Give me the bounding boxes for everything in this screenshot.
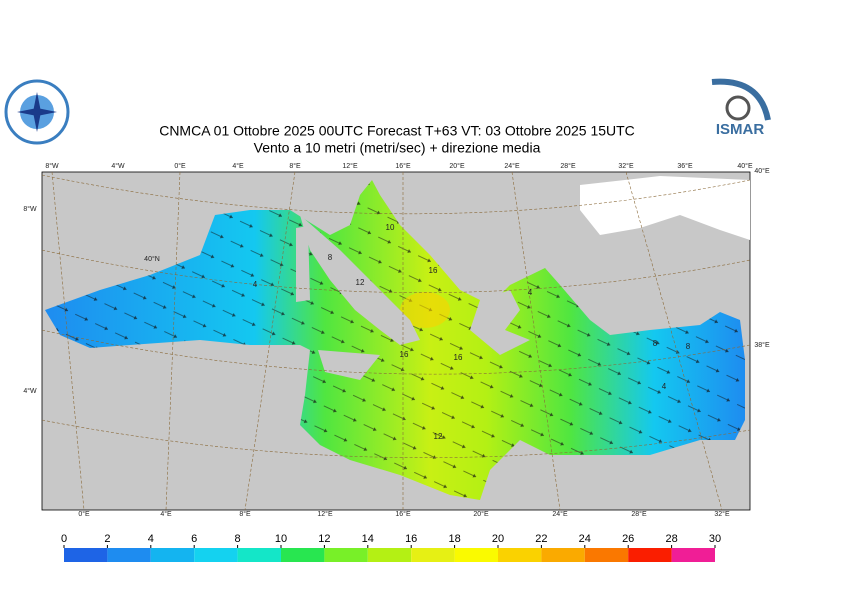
contour-label: 16 xyxy=(429,266,438,275)
colorbar-label: 28 xyxy=(665,533,677,545)
colorbar-segment xyxy=(150,548,195,562)
colorbar-label: 24 xyxy=(579,533,591,545)
graticule-label: 4°E xyxy=(160,510,172,518)
colorbar-label: 20 xyxy=(492,533,504,545)
graticule-label: 12°E xyxy=(317,510,333,518)
contour-label: 12 xyxy=(434,432,443,441)
graticule-label: 38°E xyxy=(754,341,770,349)
colorbar-label: 8 xyxy=(235,533,241,545)
colorbar-segment xyxy=(454,548,498,562)
colorbar-segment xyxy=(584,548,629,562)
contour-label: 8 xyxy=(653,339,658,348)
colorbar-segment xyxy=(324,548,368,562)
colorbar-label: 30 xyxy=(709,533,721,545)
graticule-label: 8°W xyxy=(45,162,59,170)
graticule-label: 28°E xyxy=(631,510,647,518)
contour-label: 16 xyxy=(400,350,409,359)
graticule-label: 32°E xyxy=(714,510,730,518)
colorbar-label: 16 xyxy=(405,533,417,545)
contour-label: 16 xyxy=(454,353,463,362)
colorbar-label: 10 xyxy=(275,533,287,545)
colorbar-segment xyxy=(671,548,715,562)
graticule-label: 28°E xyxy=(560,162,576,170)
colorbar-label: 18 xyxy=(448,533,460,545)
contour-label: 8 xyxy=(328,253,333,262)
graticule-label: 0°E xyxy=(174,162,186,170)
graticule-label: 20°E xyxy=(449,162,465,170)
colorbar-segment xyxy=(367,548,412,562)
contour-label: 4 xyxy=(528,288,533,297)
map xyxy=(41,171,751,511)
graticule-label: 4°E xyxy=(232,162,244,170)
contour-label: 4 xyxy=(253,280,258,289)
graticule-label: 24°E xyxy=(504,162,520,170)
logo-left xyxy=(4,79,70,145)
graticule-label: 20°E xyxy=(473,510,489,518)
contour-label: 8 xyxy=(686,342,691,351)
graticule-label: 16°E xyxy=(395,510,411,518)
graticule-label: 4°W xyxy=(111,162,125,170)
colorbar-segment xyxy=(194,548,238,562)
graticule-label: 32°E xyxy=(618,162,634,170)
colorbar-segment xyxy=(281,548,325,562)
colorbar-label: 6 xyxy=(191,533,197,545)
colorbar-label: 12 xyxy=(318,533,330,545)
colorbar-segment xyxy=(498,548,542,562)
graticule-label: 8°E xyxy=(239,510,251,518)
colorbar-segment xyxy=(411,548,455,562)
graticule-label: 4°W xyxy=(23,387,37,395)
colorbar-label: 0 xyxy=(61,533,67,545)
colorbar-segment xyxy=(237,548,281,562)
colorbar-label: 4 xyxy=(148,533,154,545)
graticule-label: 40°E xyxy=(754,167,770,175)
title: CNMCA 01 Ottobre 2025 00UTC Forecast T+6… xyxy=(159,123,635,139)
graticule-label: 12°E xyxy=(342,162,358,170)
logo-text: ISMAR xyxy=(716,121,765,138)
colorbar-segment xyxy=(64,548,108,562)
colorbar-label: 2 xyxy=(104,533,110,545)
graticule-label: 24°E xyxy=(552,510,568,518)
logo-right: ISMAR xyxy=(710,78,771,140)
graticule-label: 36°E xyxy=(677,162,693,170)
colorbar-segment xyxy=(541,548,585,562)
colorbar-segment xyxy=(628,548,672,562)
graticule-label: 8°E xyxy=(289,162,301,170)
contour-label: 12 xyxy=(356,278,365,287)
graticule-label: 40°E xyxy=(737,162,753,170)
colorbar-label: 14 xyxy=(362,533,374,545)
colorbar-label: 26 xyxy=(622,533,634,545)
contour-label: 4 xyxy=(662,382,667,391)
graticule-label: 16°E xyxy=(395,162,411,170)
contour-label: 10 xyxy=(386,223,395,232)
graticule-label: 40°N xyxy=(144,255,160,263)
graticule-label: 8°W xyxy=(23,205,37,213)
colorbar-label: 22 xyxy=(535,533,547,545)
subtitle: Vento a 10 metri (metri/sec) + direzione… xyxy=(254,140,541,156)
colorbar-segment xyxy=(107,548,151,562)
graticule-label: 0°E xyxy=(78,510,90,518)
